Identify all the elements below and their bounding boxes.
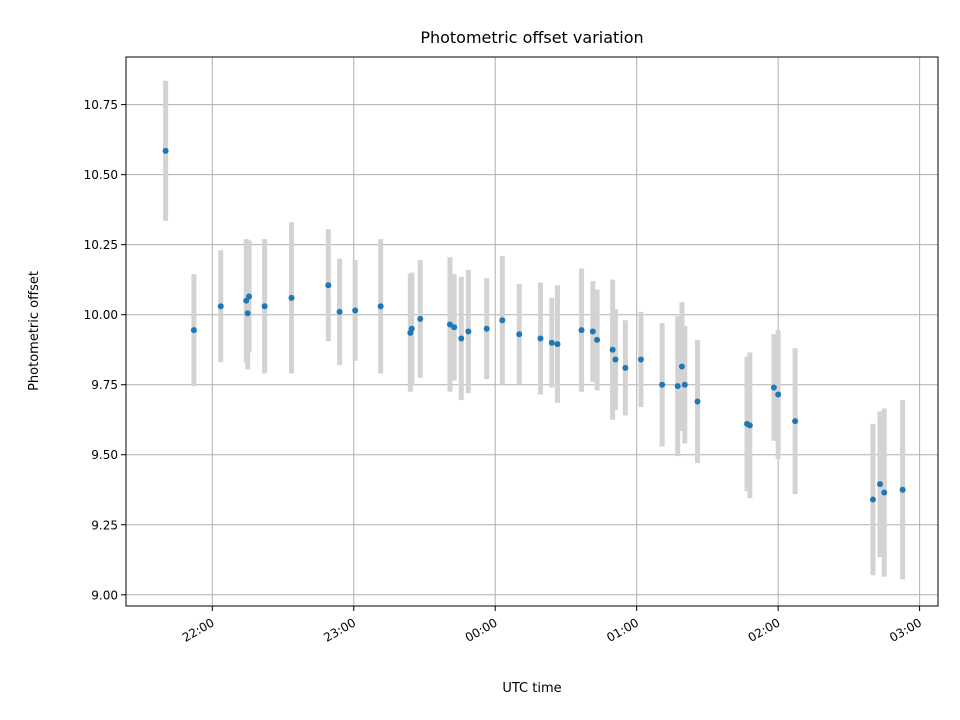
data-point [162, 147, 169, 154]
data-point [609, 346, 616, 353]
y-axis: 9.00 9.25 9.50 9.75 10.00 10.25 10.50 10.75 [84, 98, 126, 602]
data-point [877, 481, 883, 488]
data-point [869, 496, 876, 503]
y-axis-label: Photometric offset [27, 271, 42, 391]
data-points [162, 147, 906, 503]
y-tick-label: 9.25 [91, 518, 118, 532]
data-point [694, 398, 701, 405]
data-point [483, 325, 490, 332]
data-point [243, 297, 250, 304]
y-tick-label: 9.50 [91, 448, 118, 462]
data-point [548, 339, 555, 346]
data-point [881, 489, 888, 496]
data-point [770, 384, 777, 391]
data-point [217, 303, 224, 310]
data-point [678, 363, 685, 370]
data-point [681, 381, 688, 388]
data-point [659, 381, 666, 388]
data-point [589, 328, 596, 335]
data-point [352, 307, 359, 314]
data-point [288, 294, 295, 301]
data-point [451, 324, 458, 331]
data-point [537, 335, 544, 342]
data-point [261, 303, 268, 310]
data-point [408, 325, 415, 332]
x-axis-label: UTC time [502, 681, 561, 696]
y-tick-label: 10.50 [84, 168, 118, 182]
data-point [458, 335, 465, 342]
data-point [899, 486, 906, 493]
data-point [746, 422, 753, 429]
data-point [612, 356, 619, 363]
data-point [674, 383, 681, 390]
data-point [465, 328, 472, 335]
data-point [336, 308, 343, 315]
data-point [775, 391, 782, 398]
data-point [637, 356, 644, 363]
data-point [246, 293, 253, 300]
data-point [554, 341, 561, 348]
data-point [244, 310, 251, 317]
data-point [325, 282, 332, 289]
data-point [377, 303, 384, 310]
y-tick-label: 10.25 [84, 238, 118, 252]
data-point [446, 321, 453, 328]
data-point [417, 315, 424, 322]
data-point [499, 317, 506, 324]
data-point [190, 327, 197, 334]
data-point [516, 331, 523, 338]
data-point [578, 327, 585, 334]
data-point [792, 418, 799, 425]
data-point [622, 364, 629, 371]
y-tick-label: 9.75 [91, 378, 118, 392]
chart-title: Photometric offset variation [420, 28, 643, 47]
y-tick-label: 9.00 [91, 588, 118, 602]
data-point [594, 336, 601, 343]
plot-frame [125, 56, 939, 607]
y-tick-label: 10.00 [84, 308, 118, 322]
y-tick-label: 10.75 [84, 98, 118, 112]
